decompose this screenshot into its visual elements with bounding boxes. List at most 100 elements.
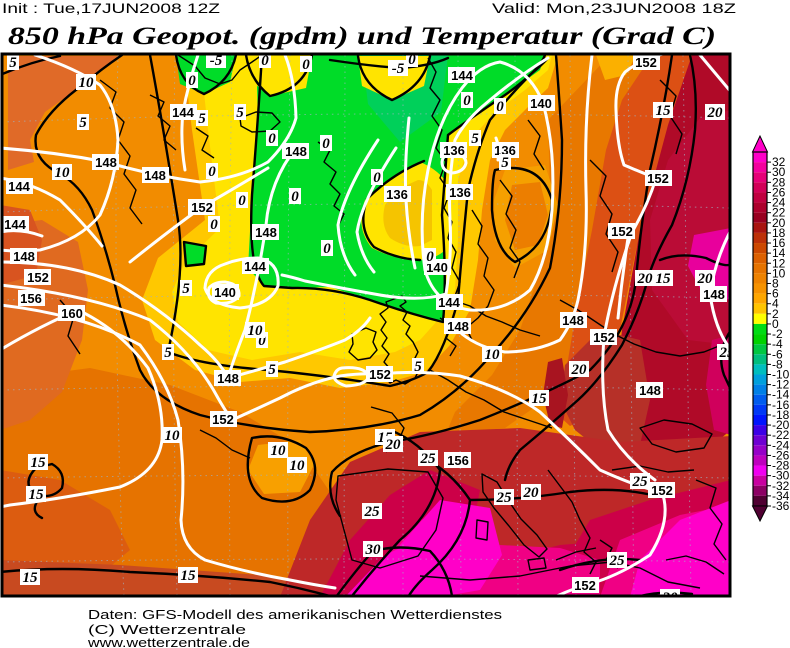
svg-text:148: 148 [255, 225, 277, 240]
svg-text:0: 0 [210, 217, 218, 233]
svg-text:5: 5 [198, 111, 206, 127]
svg-text:10: 10 [55, 165, 71, 181]
svg-text:30: 30 [772, 165, 786, 179]
svg-text:152: 152 [574, 578, 596, 593]
svg-text:136: 136 [443, 143, 465, 158]
svg-text:-28: -28 [772, 459, 790, 473]
svg-text:18: 18 [772, 226, 786, 240]
svg-text:148: 148 [95, 155, 117, 170]
svg-text:15: 15 [532, 391, 548, 407]
svg-text:-30: -30 [772, 469, 790, 483]
svg-text:0: 0 [426, 249, 434, 265]
svg-text:16: 16 [772, 236, 786, 250]
svg-text:5: 5 [268, 362, 276, 378]
svg-text:4: 4 [772, 297, 779, 311]
svg-text:20: 20 [385, 437, 402, 453]
svg-text:10: 10 [165, 428, 181, 444]
svg-text:-5: -5 [392, 61, 405, 77]
svg-text:25: 25 [364, 504, 381, 520]
svg-text:25: 25 [496, 490, 513, 506]
svg-text:Valid: Mon,23JUN2008 18Z: Valid: Mon,23JUN2008 18Z [492, 0, 737, 16]
svg-text:10: 10 [248, 323, 264, 339]
svg-text:-12: -12 [772, 378, 790, 392]
svg-text:32: 32 [772, 155, 786, 169]
svg-text:152: 152 [212, 412, 234, 427]
svg-text:152: 152 [647, 171, 669, 186]
svg-text:25: 25 [719, 345, 736, 361]
svg-text:148: 148 [144, 168, 166, 183]
svg-text:20: 20 [772, 216, 786, 230]
svg-text:0: 0 [373, 170, 381, 186]
svg-text:148: 148 [13, 249, 35, 264]
svg-text:144: 144 [172, 105, 194, 120]
svg-text:14: 14 [772, 246, 786, 260]
svg-text:156: 156 [20, 291, 42, 306]
svg-text:152: 152 [651, 483, 673, 498]
svg-text:-8: -8 [772, 357, 783, 371]
svg-text:-10: -10 [772, 368, 790, 382]
svg-text:10: 10 [290, 458, 306, 474]
svg-text:152: 152 [593, 330, 615, 345]
svg-text:152: 152 [635, 55, 657, 70]
svg-text:25: 25 [420, 451, 437, 467]
svg-text:10: 10 [79, 75, 95, 91]
svg-text:136: 136 [449, 185, 471, 200]
svg-text:0: 0 [258, 333, 266, 349]
svg-text:0: 0 [322, 136, 330, 152]
svg-text:-20: -20 [772, 418, 790, 432]
svg-text:10: 10 [772, 266, 786, 280]
svg-text:20: 20 [637, 271, 654, 287]
svg-text:-26: -26 [772, 448, 790, 462]
svg-text:-14: -14 [772, 388, 790, 402]
svg-text:-6: -6 [772, 347, 783, 361]
svg-text:5: 5 [9, 55, 17, 71]
svg-text:0: 0 [772, 317, 779, 331]
svg-text:28: 28 [772, 175, 786, 189]
svg-text:144: 144 [451, 68, 473, 83]
svg-text:24: 24 [772, 196, 786, 210]
svg-text:144: 144 [244, 259, 266, 274]
svg-text:-34: -34 [772, 489, 790, 503]
svg-text:-5: -5 [210, 53, 223, 69]
svg-text:850 hPa Geopot. (gpdm) und Tem: 850 hPa Geopot. (gpdm) und Temperatur (G… [8, 23, 716, 50]
svg-text:10: 10 [271, 443, 287, 459]
svg-text:15: 15 [656, 271, 672, 287]
svg-text:148: 148 [562, 313, 584, 328]
svg-text:156: 156 [447, 453, 469, 468]
svg-text:22: 22 [772, 206, 786, 220]
svg-text:160: 160 [61, 306, 83, 321]
svg-text:www.wetterzentrale.de: www.wetterzentrale.de [87, 635, 250, 648]
svg-text:15: 15 [656, 103, 672, 119]
svg-text:25: 25 [609, 553, 626, 569]
svg-text:0: 0 [208, 164, 216, 180]
svg-text:20: 20 [697, 271, 714, 287]
svg-text:-4: -4 [772, 337, 783, 351]
svg-text:0: 0 [463, 93, 471, 109]
svg-text:20: 20 [707, 105, 724, 121]
svg-text:0: 0 [268, 131, 276, 147]
svg-text:148: 148 [285, 144, 307, 159]
svg-text:8: 8 [772, 276, 779, 290]
svg-text:0: 0 [408, 52, 416, 68]
svg-text:0: 0 [496, 99, 504, 115]
svg-text:148: 148 [703, 287, 725, 302]
svg-text:20: 20 [571, 362, 588, 378]
svg-text:Daten: GFS-Modell des amerikan: Daten: GFS-Modell des amerikanischen Wet… [88, 607, 503, 622]
svg-text:152: 152 [369, 367, 391, 382]
svg-text:15: 15 [29, 487, 45, 503]
svg-text:-36: -36 [772, 499, 790, 513]
svg-text:0: 0 [323, 241, 331, 257]
svg-text:5: 5 [471, 131, 479, 147]
svg-text:5: 5 [79, 115, 87, 131]
svg-text:0: 0 [238, 193, 246, 209]
svg-text:12: 12 [772, 256, 786, 270]
svg-text:-2: -2 [772, 327, 783, 341]
svg-text:144: 144 [438, 295, 460, 310]
svg-text:30: 30 [662, 590, 679, 606]
svg-text:152: 152 [27, 270, 49, 285]
svg-text:148: 148 [639, 383, 661, 398]
svg-text:10: 10 [485, 347, 501, 363]
svg-text:140: 140 [530, 96, 552, 111]
svg-text:5: 5 [414, 359, 422, 375]
svg-text:-16: -16 [772, 398, 790, 412]
